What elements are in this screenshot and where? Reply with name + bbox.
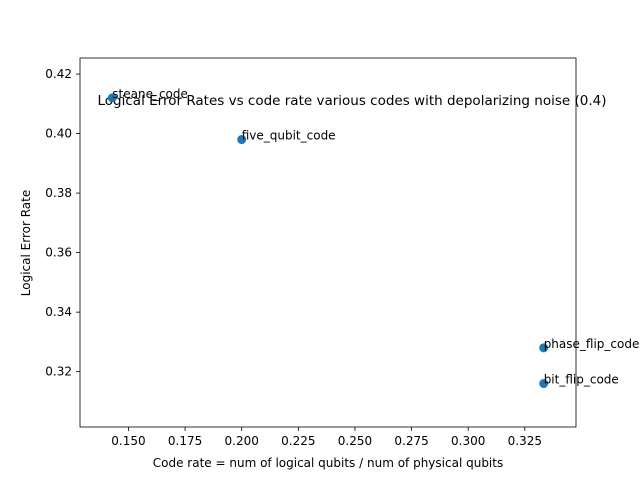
- data-point-label: five_qubit_code: [242, 129, 336, 143]
- x-tick-label: 0.150: [111, 434, 145, 448]
- data-point-label: bit_flip_code: [544, 373, 619, 387]
- data-point-label: phase_flip_code: [544, 337, 640, 351]
- x-tick-label: 0.275: [394, 434, 428, 448]
- y-tick-label: 0.42: [45, 67, 72, 81]
- chart-title: Logical Error Rates vs code rate various…: [98, 93, 607, 109]
- y-tick-label: 0.38: [45, 186, 72, 200]
- x-tick-label: 0.300: [451, 434, 485, 448]
- x-tick-label: 0.225: [281, 434, 315, 448]
- plot-frame: [79, 57, 577, 428]
- y-tick-label: 0.40: [45, 127, 72, 141]
- data-point: [107, 93, 117, 103]
- y-tick-label: 0.34: [45, 305, 72, 319]
- x-tick-label: 0.200: [225, 434, 259, 448]
- y-axis-label: Logical Error Rate: [19, 190, 33, 296]
- y-tick-label: 0.36: [45, 246, 72, 260]
- y-axis: 0.32 0.34 0.36 0.38 0.40 0.42: [45, 67, 80, 379]
- y-tick-label: 0.32: [45, 365, 72, 379]
- data-point: [237, 135, 247, 145]
- plot-area: [79, 57, 577, 428]
- x-tick-label: 0.175: [168, 434, 202, 448]
- x-tick-label: 0.250: [338, 434, 372, 448]
- data-point: [539, 343, 549, 353]
- data-point: [539, 379, 549, 389]
- x-axis-label: Code rate = num of logical qubits / num …: [153, 456, 503, 470]
- data-point-label: steane_code: [112, 87, 188, 101]
- x-tick-label: 0.325: [508, 434, 542, 448]
- data-points: steane_code five_qubit_code phase_flip_cod…: [107, 87, 640, 389]
- x-axis: 0.150 0.175 0.200 0.225 0.250 0.275 0.300 0.325: [111, 427, 542, 448]
